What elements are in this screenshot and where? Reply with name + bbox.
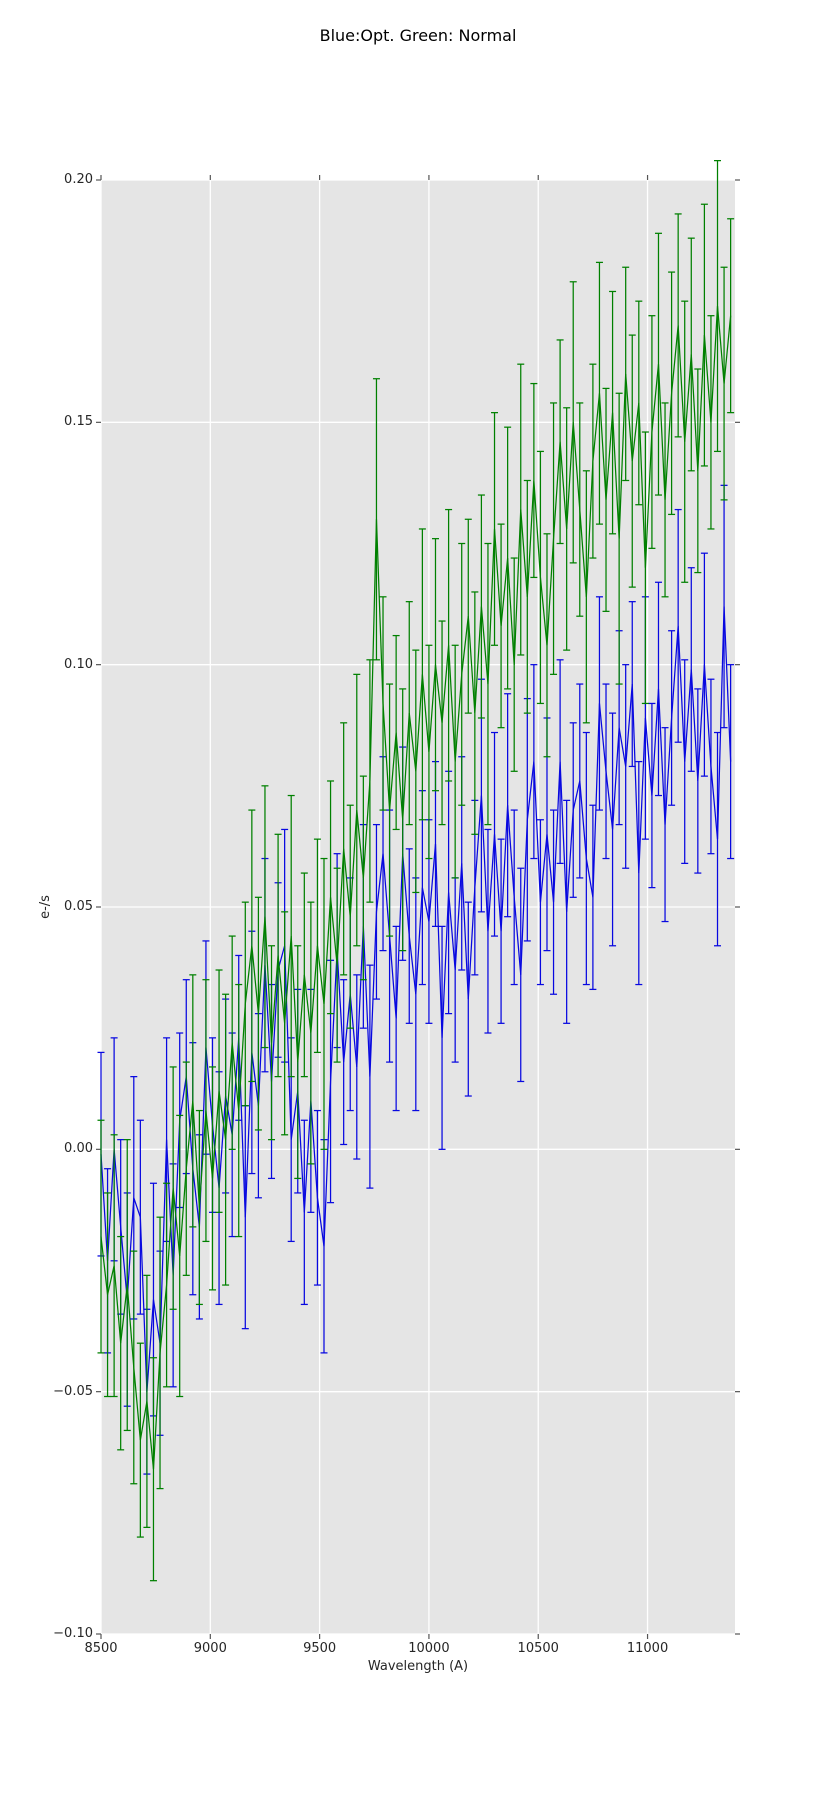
x-tick-label: 10500: [517, 1641, 559, 1656]
x-tick-label: 11000: [626, 1641, 669, 1656]
y-tick-label: 0.20: [64, 172, 93, 187]
x-tick-label: 8500: [84, 1641, 118, 1656]
series-line-Normal: [100, 305, 732, 1470]
chart-title: Blue:Opt. Green: Normal: [319, 26, 517, 45]
x-axis-label: Wavelength (A): [367, 1659, 469, 1674]
y-tick-label: 0.15: [64, 414, 93, 430]
y-tick-label: 0.10: [64, 656, 93, 672]
plot-svg: [96, 159, 740, 1639]
y-tick-label: −0.10: [53, 1626, 93, 1641]
plot-area: [96, 159, 740, 1639]
x-tick-label: 9000: [193, 1641, 227, 1656]
x-tick-label: 9500: [303, 1641, 337, 1656]
y-tick-label: 0.00: [64, 1141, 93, 1157]
y-axis-label: e-/s: [37, 895, 53, 919]
y-tick-label: 0.05: [64, 899, 93, 914]
x-tick-label: 10000: [408, 1641, 450, 1656]
y-tick-label: −0.05: [53, 1383, 93, 1399]
